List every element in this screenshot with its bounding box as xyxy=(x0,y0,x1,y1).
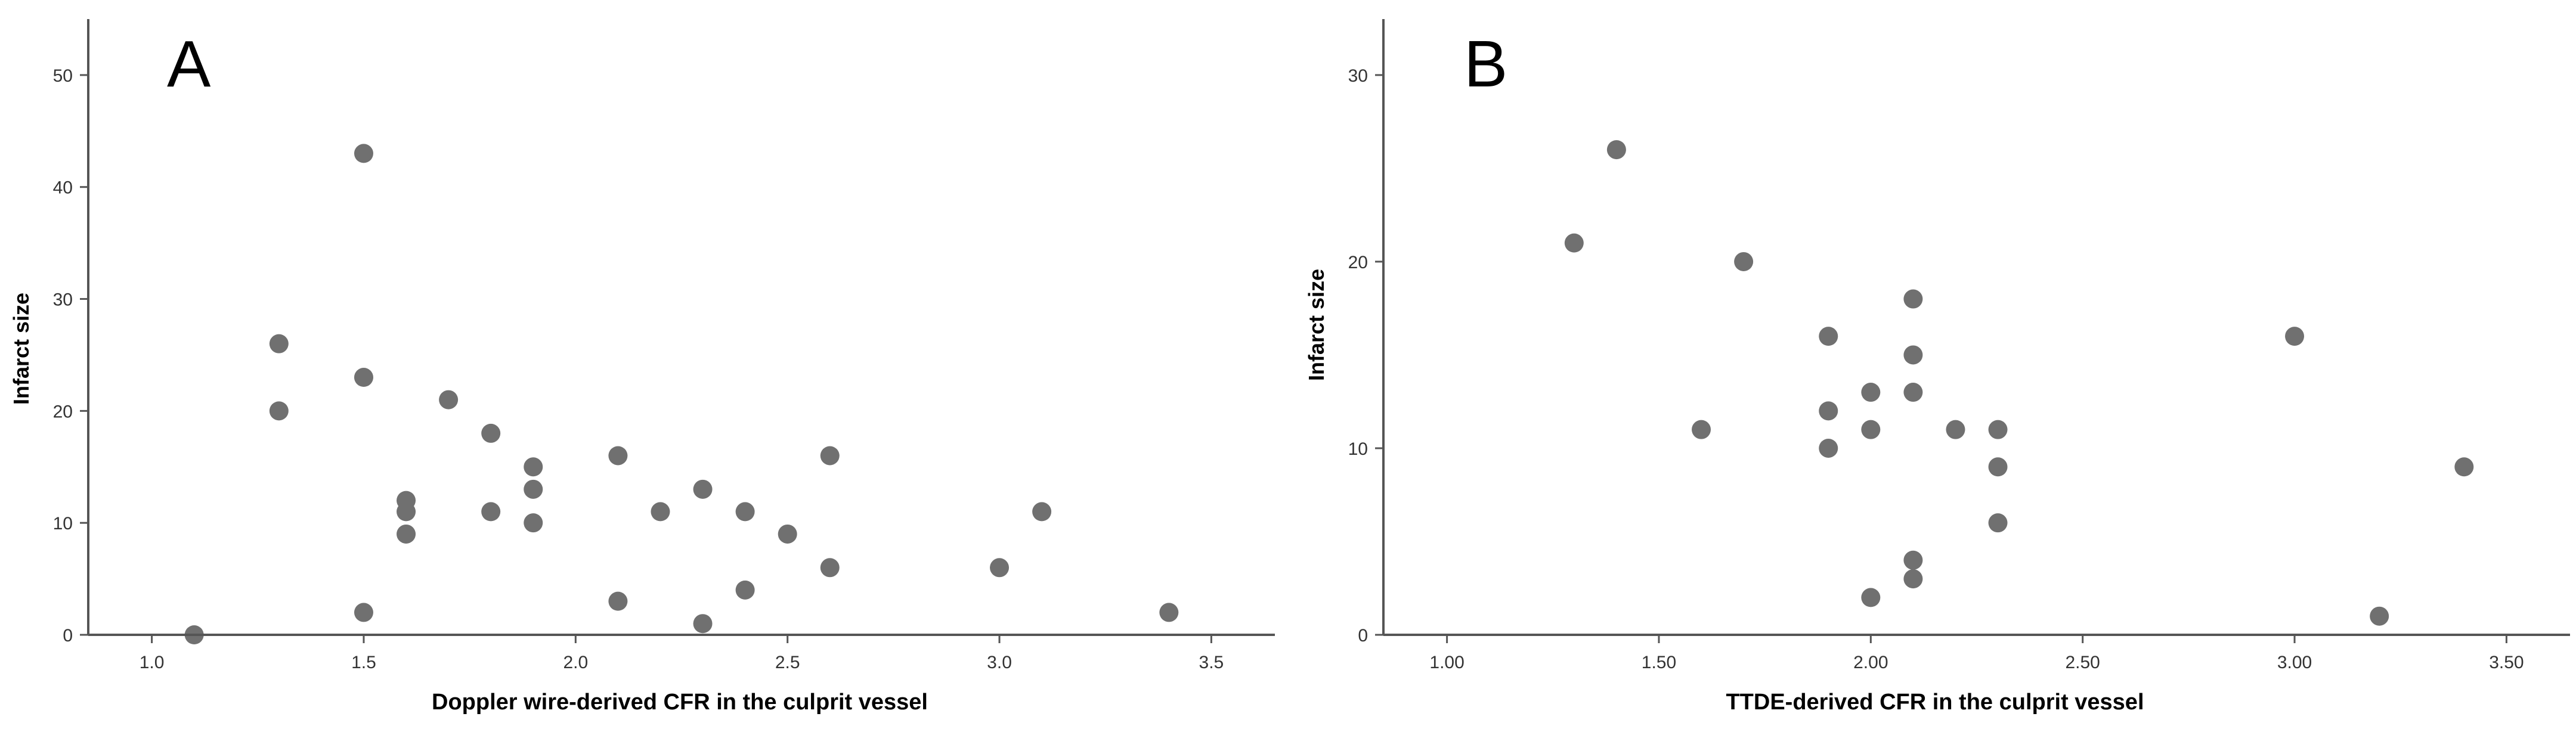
panel-a-y-axis-label: Infarct size xyxy=(9,293,33,405)
data-point xyxy=(820,446,840,466)
data-point xyxy=(1819,327,1838,346)
data-point xyxy=(1819,401,1838,421)
y-tick-label: 30 xyxy=(1348,66,1368,86)
data-point xyxy=(1903,383,1923,402)
y-tick-label: 50 xyxy=(53,66,73,86)
data-point xyxy=(608,591,628,611)
panel-b-x-ticks: 1.00 1.50 2.00 2.50 3.00 3.50 xyxy=(1429,635,2524,672)
data-point xyxy=(1564,233,1584,253)
data-point xyxy=(269,401,289,421)
data-point xyxy=(1903,345,1923,365)
data-point xyxy=(397,524,416,544)
data-point xyxy=(1903,550,1923,570)
panel-a-y-ticks: 0 10 20 30 40 50 xyxy=(53,66,88,646)
data-point xyxy=(651,502,670,522)
x-tick-label: 3.0 xyxy=(987,653,1012,672)
x-tick-label: 2.0 xyxy=(563,653,588,672)
data-point xyxy=(354,603,373,622)
data-point xyxy=(735,580,755,600)
data-point xyxy=(1903,289,1923,309)
data-point xyxy=(820,558,840,578)
x-tick-label: 1.50 xyxy=(1642,653,1676,672)
y-tick-label: 10 xyxy=(53,514,73,533)
panel-a-label: A xyxy=(167,27,211,101)
data-point xyxy=(1861,420,1881,439)
data-point xyxy=(439,390,459,410)
data-point xyxy=(2454,457,2474,477)
data-point xyxy=(1606,140,1626,160)
panel-b-points xyxy=(1564,140,2474,626)
data-point xyxy=(1861,383,1881,402)
data-point xyxy=(2370,606,2389,626)
data-point xyxy=(990,558,1010,578)
y-tick-label: 20 xyxy=(1348,253,1368,272)
x-tick-label: 3.50 xyxy=(2489,653,2524,672)
data-point xyxy=(354,368,373,387)
y-tick-label: 20 xyxy=(53,402,73,421)
x-tick-label: 2.50 xyxy=(2065,653,2100,672)
y-tick-label: 0 xyxy=(63,626,73,646)
data-point xyxy=(693,479,713,499)
panel-b-chart: B Infarct size TTDE-derived CFR in the c… xyxy=(1304,19,2570,715)
panel-b-x-axis-label: TTDE-derived CFR in the culprit vessel xyxy=(1726,690,2144,715)
x-tick-label: 3.5 xyxy=(1199,653,1224,672)
data-point xyxy=(735,502,755,522)
data-point xyxy=(524,479,543,499)
data-point xyxy=(608,446,628,466)
data-point xyxy=(269,334,289,353)
data-point xyxy=(481,502,501,522)
panel-a-x-axis-label: Doppler wire-derived CFR in the culprit … xyxy=(432,690,928,715)
data-point xyxy=(481,423,501,443)
data-point xyxy=(524,457,543,477)
data-point xyxy=(1903,569,1923,589)
x-tick-label: 1.0 xyxy=(140,653,165,672)
data-point xyxy=(524,513,543,533)
data-point xyxy=(1032,502,1052,522)
data-point xyxy=(1159,603,1179,622)
data-point xyxy=(1692,420,1711,439)
data-point xyxy=(778,524,797,544)
y-tick-label: 0 xyxy=(1358,626,1368,646)
y-tick-label: 40 xyxy=(53,178,73,198)
panel-a-chart: A Infarct size Doppler wire-derived CFR … xyxy=(9,19,1275,715)
data-point xyxy=(1861,588,1881,607)
y-tick-label: 10 xyxy=(1348,439,1368,459)
panel-b-y-axis-label: Infarct size xyxy=(1304,269,1329,381)
panel-b-label: B xyxy=(1464,27,1507,101)
x-tick-label: 3.00 xyxy=(2277,653,2312,672)
data-point xyxy=(1819,438,1838,458)
data-point xyxy=(397,502,416,522)
x-tick-label: 1.5 xyxy=(351,653,376,672)
y-tick-label: 30 xyxy=(53,290,73,310)
data-point xyxy=(1988,457,2008,477)
panel-b-y-ticks: 0 10 20 30 xyxy=(1348,66,1383,646)
data-point xyxy=(1988,420,2008,439)
data-point xyxy=(1946,420,1965,439)
data-point xyxy=(693,614,713,634)
panel-a-points xyxy=(184,144,1179,644)
data-point xyxy=(1988,513,2008,533)
data-point xyxy=(2285,327,2305,346)
data-point xyxy=(1734,252,1754,271)
data-point xyxy=(354,144,373,163)
x-tick-label: 2.00 xyxy=(1853,653,1888,672)
x-tick-label: 1.00 xyxy=(1429,653,1464,672)
x-tick-label: 2.5 xyxy=(775,653,800,672)
panel-a-x-ticks: 1.0 1.5 2.0 2.5 3.0 3.5 xyxy=(140,635,1224,672)
